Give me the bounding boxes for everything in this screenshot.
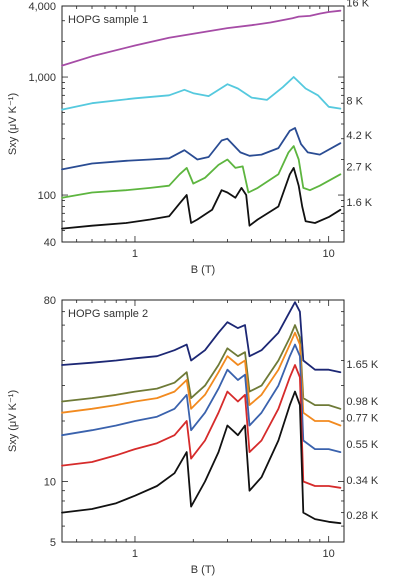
series-label: 0.28 K: [346, 510, 378, 522]
series-label: 1.65 K: [346, 359, 378, 371]
series-label: 4.2 K: [346, 130, 372, 142]
y-tick-label: 1,000: [28, 72, 56, 84]
series-line: [61, 364, 342, 489]
x-axis-title: B (T): [191, 264, 215, 276]
x-axis-title: B (T): [191, 564, 215, 576]
x-tick-label: 10: [323, 248, 335, 260]
y-tick-label: 100: [38, 190, 56, 202]
panel-title: HOPG sample 1: [68, 14, 148, 26]
x-tick-label: 1: [132, 548, 138, 560]
x-tick-label: 1: [132, 248, 138, 260]
chart-panel-2: 1 10 5 10 80 B (T) Sxy (μV K⁻¹) HOPG sample 2 1.…: [7, 295, 379, 576]
y-tick-label: 10: [44, 477, 56, 489]
series-label: 8 K: [346, 96, 363, 108]
x-tick-label: 10: [323, 548, 335, 560]
series-line: [61, 9, 342, 67]
y-tick-label: 4,000: [28, 1, 56, 13]
series-line: [61, 331, 342, 427]
series-label: 1.6 K: [346, 197, 372, 209]
y-axis-title: Sxy (μV K⁻¹): [7, 93, 19, 155]
panel-title: HOPG sample 2: [68, 308, 148, 320]
chart-panel-1: 1 10 40 100 1,000 4,000 B (T) Sxy (μV K⁻¹) HOPG …: [7, 0, 373, 276]
series-line: [61, 390, 342, 525]
series-line: [61, 343, 342, 454]
series-line: [61, 145, 342, 199]
series-label: 0.55 K: [346, 439, 378, 451]
y-tick-label: 40: [44, 237, 56, 249]
series-line: [61, 76, 342, 111]
series-line: [61, 127, 342, 171]
y-tick-label: 5: [50, 537, 56, 549]
series-label: 2.7 K: [346, 161, 372, 173]
series-line: [61, 166, 342, 230]
series-line: [61, 324, 342, 410]
y-tick-label: 80: [44, 295, 56, 307]
y-axis-title: Sxy (μV K⁻¹): [7, 390, 19, 452]
series-line: [61, 301, 342, 374]
series-label: 0.98 K: [346, 396, 378, 408]
series-label: 16 K: [346, 0, 369, 10]
series-label: 0.34 K: [346, 475, 378, 487]
series-label: 0.77 K: [346, 412, 378, 424]
